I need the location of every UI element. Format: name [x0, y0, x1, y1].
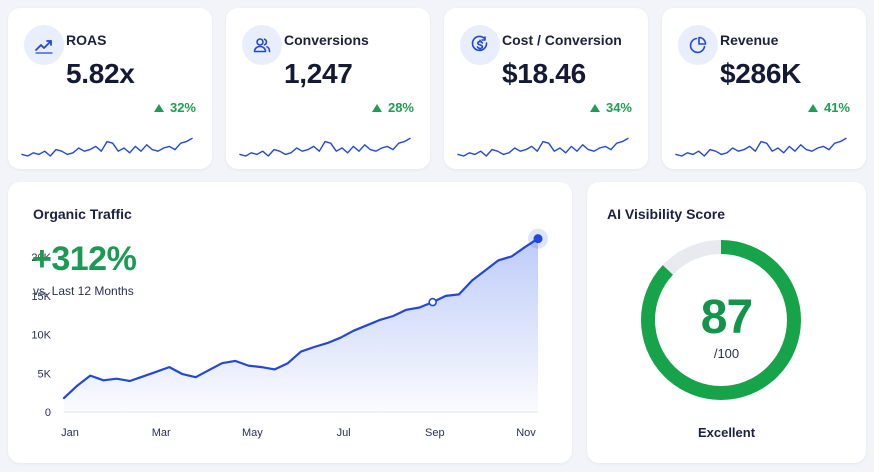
data-point: [404, 308, 408, 312]
organic-traffic-chart: 0 5K 10K 15K 20K Jan Mar May Jul Sep Nov: [31, 228, 548, 439]
data-point: [523, 245, 527, 249]
data-point: [273, 367, 277, 371]
data-point: [88, 374, 92, 378]
data-point: [444, 294, 448, 298]
kpi-card-revenue[interactable]: Revenue $286K 41%: [662, 8, 866, 169]
kpi-change-value: 28%: [387, 100, 414, 115]
data-point: [510, 254, 514, 258]
kpi-change-value: 41%: [823, 100, 850, 115]
kpi-value: 5.82x: [66, 58, 135, 89]
kpi-value: $286K: [720, 58, 802, 89]
users-icon: [242, 25, 282, 65]
data-point: [154, 370, 158, 374]
y-tick-label: 15K: [31, 291, 51, 303]
x-tick-label: Sep: [425, 427, 445, 439]
x-tick-label: Jan: [61, 427, 79, 439]
data-point: [470, 278, 474, 282]
data-point: [391, 314, 395, 318]
ai-visibility-card[interactable]: AI Visibility Score 87 /100 Excellent: [587, 182, 866, 463]
x-tick-label: May: [242, 427, 263, 439]
data-point: [378, 318, 382, 322]
kpi-change: 41%: [807, 100, 850, 115]
kpi-value: $18.46: [502, 58, 586, 89]
data-point: [365, 323, 369, 327]
traffic-line: [62, 237, 540, 400]
kpi-label: ROAS: [66, 32, 107, 48]
data-point: [194, 375, 198, 379]
trend-up-icon: [589, 103, 600, 112]
sparkline: [239, 137, 411, 157]
pie-chart-icon: [678, 25, 718, 65]
kpi-change-value: 34%: [605, 100, 632, 115]
y-tick-label: 20K: [31, 252, 51, 264]
data-point: [167, 365, 171, 369]
kpi-card-roas[interactable]: ROAS 5.82x 32%: [8, 8, 212, 169]
sparkline: [675, 137, 847, 157]
data-point[interactable]: [533, 234, 543, 244]
card-title: Organic Traffic: [33, 206, 132, 222]
x-tick-label: Mar: [152, 427, 171, 439]
data-point: [62, 396, 66, 400]
sparkline-path: [21, 137, 193, 157]
data-point: [299, 350, 303, 354]
data-point: [312, 345, 316, 349]
sparkline-path: [675, 137, 847, 157]
data-point: [102, 378, 106, 382]
data-point: [141, 374, 145, 378]
x-tick-label: Nov: [516, 427, 536, 439]
ai-score-rating: Excellent: [697, 425, 756, 440]
ai-score: 87: [700, 291, 753, 344]
data-point: [128, 379, 132, 383]
data-point: [325, 341, 329, 345]
kpi-change-value: 32%: [169, 100, 196, 115]
data-point: [457, 292, 461, 296]
card-title: AI Visibility Score: [607, 206, 726, 222]
data-point: [497, 258, 501, 262]
trending-up-icon: [24, 25, 64, 65]
data-point: [352, 329, 356, 333]
kpi-card-cost-per-conversion[interactable]: Cost / Conversion $18.46 34%: [444, 8, 648, 169]
trend-up-icon: [371, 103, 382, 112]
trend-up-icon: [807, 103, 818, 112]
traffic-area: [64, 238, 538, 412]
kpi-label: Conversions: [284, 32, 369, 48]
organic-traffic-card[interactable]: 0 5K 10K 15K 20K Jan Mar May Jul Sep Nov Organic T…: [8, 182, 572, 463]
sparkline-path: [239, 137, 411, 157]
dollar-circle-icon: [460, 25, 500, 65]
data-point: [418, 306, 422, 310]
kpi-value: 1,247: [284, 58, 353, 89]
y-tick-label: 10K: [31, 330, 51, 342]
data-point: [233, 359, 237, 363]
sparkline-path: [457, 137, 629, 157]
data-point: [207, 368, 211, 372]
kpi-label: Revenue: [720, 32, 779, 48]
ai-score-max: /100: [713, 346, 740, 361]
kpi-label: Cost / Conversion: [502, 32, 622, 48]
kpi-change: 28%: [371, 100, 414, 115]
data-point: [75, 384, 79, 388]
gauge-fill: [641, 240, 801, 400]
traffic-comparison: vs. Last 12 Months: [33, 284, 134, 298]
data-point: [260, 365, 264, 369]
data-point: [115, 377, 119, 381]
data-point: [181, 372, 185, 376]
data-point: [339, 336, 343, 340]
data-point: [220, 361, 224, 365]
data-point: [483, 268, 487, 272]
trend-up-icon: [153, 103, 164, 112]
data-point: [246, 364, 250, 368]
data-point: [286, 361, 290, 365]
y-tick-label: 0: [45, 407, 51, 419]
kpi-change: 34%: [589, 100, 632, 115]
kpi-card-conversions[interactable]: Conversions 1,247 28%: [226, 8, 430, 169]
data-point[interactable]: [428, 297, 437, 307]
sparkline: [457, 137, 629, 157]
traffic-change: +312%: [32, 240, 137, 278]
score-gauge: [641, 240, 801, 400]
x-tick-label: Jul: [337, 427, 351, 439]
kpi-change: 32%: [153, 100, 196, 115]
y-tick-label: 5K: [38, 368, 52, 380]
sparkline: [21, 137, 193, 157]
